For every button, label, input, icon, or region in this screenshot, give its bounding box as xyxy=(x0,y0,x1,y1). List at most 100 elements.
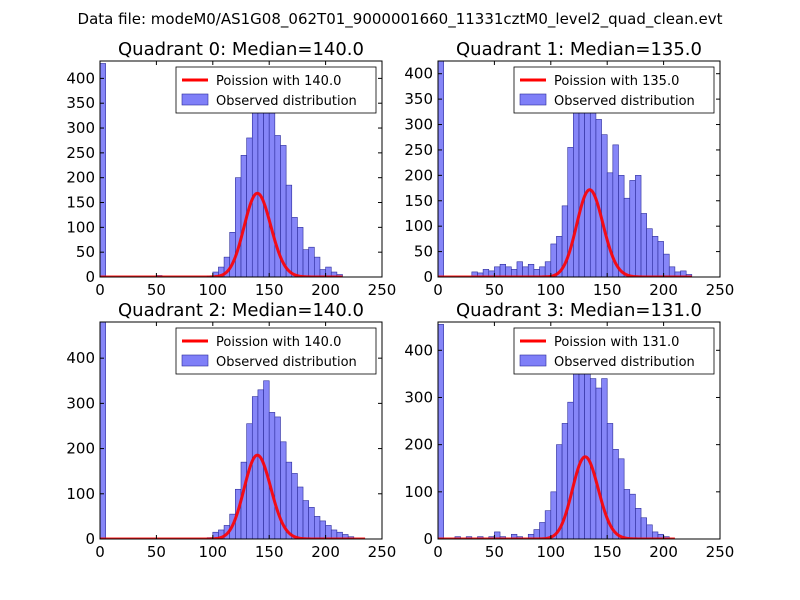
histogram-bar xyxy=(539,522,546,539)
histogram-bar xyxy=(522,266,529,277)
y-tick-label: 50 xyxy=(414,243,433,261)
histogram-bar xyxy=(668,266,676,277)
histogram-bar xyxy=(314,516,321,539)
y-tick-label: 200 xyxy=(404,436,433,454)
histogram-bar xyxy=(308,507,315,539)
histogram-bar xyxy=(314,256,321,277)
y-tick-label: 400 xyxy=(66,69,95,87)
y-axis: 0 100 200 300 400 xyxy=(404,341,720,548)
legend-label-poisson: Poission with 140.0 xyxy=(216,335,341,350)
y-axis: 0 50 100 150 200 250 300 350 400 xyxy=(404,65,720,286)
y-tick-label: 250 xyxy=(404,141,433,159)
x-axis: 0 50 100 150 200 250 xyxy=(95,322,396,561)
x-tick-label: 50 xyxy=(147,281,166,299)
histogram-bar xyxy=(578,368,585,539)
y-tick-label: 50 xyxy=(76,243,95,261)
y-tick-label: 300 xyxy=(404,116,433,134)
histogram-bar xyxy=(319,520,326,539)
legend-box xyxy=(513,66,715,114)
histogram-bar xyxy=(263,380,270,539)
histogram-bar xyxy=(499,263,506,277)
x-axis: 0 50 100 150 200 250 xyxy=(433,322,734,561)
subplot-title: Quadrant 3: Median=131.0 xyxy=(456,300,702,321)
histogram-bars xyxy=(438,324,670,539)
y-tick-label: 300 xyxy=(66,394,95,412)
legend-label-poisson: Poission with 135.0 xyxy=(554,74,679,89)
histogram-bar xyxy=(680,270,687,277)
histogram-bar xyxy=(663,253,670,277)
histogram-bar xyxy=(325,525,332,539)
histogram-bar xyxy=(589,378,597,539)
x-tick-label: 100 xyxy=(536,543,565,561)
x-tick-label: 250 xyxy=(368,281,397,299)
x-tick-label: 0 xyxy=(95,543,105,561)
histogram-bar xyxy=(573,111,580,277)
y-tick-label: 0 xyxy=(423,530,433,548)
x-tick-label: 150 xyxy=(593,281,622,299)
x-tick-label: 150 xyxy=(255,543,284,561)
subplot-grid: 0 50 100 150 200 250 0 50 100 150 200 250 300 350 400 Q… xyxy=(66,39,734,561)
legend-box xyxy=(175,327,377,375)
x-tick-label: 0 xyxy=(433,281,443,299)
y-tick-label: 100 xyxy=(404,483,433,501)
histogram-bar xyxy=(618,458,625,539)
x-tick-label: 0 xyxy=(433,543,443,561)
legend-label-observed: Observed distribution xyxy=(216,94,357,109)
legend-box xyxy=(513,327,715,375)
x-tick-label: 200 xyxy=(311,281,340,299)
histogram-bar xyxy=(229,232,236,277)
x-tick-label: 100 xyxy=(198,281,227,299)
histogram-bar xyxy=(438,324,444,539)
legend: Poission with 140.0 Observed distribution xyxy=(175,327,377,375)
y-axis: 0 50 100 150 200 250 300 350 400 xyxy=(66,69,382,286)
histogram-bar xyxy=(235,177,242,277)
histogram-bar xyxy=(297,227,304,277)
histogram-bar xyxy=(567,401,574,539)
y-tick-label: 200 xyxy=(404,166,433,184)
poisson-curve xyxy=(100,453,366,539)
x-tick-label: 100 xyxy=(536,281,565,299)
histogram-bar xyxy=(640,517,647,539)
histogram-bar xyxy=(257,92,264,277)
plot-content xyxy=(438,324,676,539)
y-tick-label: 100 xyxy=(404,217,433,235)
y-tick-label: 400 xyxy=(404,341,433,359)
subplot-title: Quadrant 1: Median=135.0 xyxy=(456,39,702,60)
x-tick-label: 250 xyxy=(706,281,735,299)
histogram-bar xyxy=(308,246,315,277)
histogram-bar xyxy=(657,241,664,277)
y-tick-label: 250 xyxy=(66,144,95,162)
histogram-bar xyxy=(285,184,293,277)
y-tick-label: 350 xyxy=(404,90,433,108)
y-axis: 0 100 200 300 400 xyxy=(66,349,382,548)
histogram-bar xyxy=(291,217,298,277)
y-tick-label: 200 xyxy=(66,169,95,187)
x-tick-label: 100 xyxy=(198,543,227,561)
legend-label-poisson: Poission with 131.0 xyxy=(554,335,679,350)
histogram-bar xyxy=(505,266,512,277)
figure-suptitle: Data file: modeM0/AS1G08_062T01_90000016… xyxy=(78,10,723,29)
histogram-bar xyxy=(612,449,619,539)
legend-label-observed: Observed distribution xyxy=(554,94,695,109)
plot-content xyxy=(100,63,343,277)
histogram-bar xyxy=(640,213,647,277)
subplot-title: Quadrant 2: Median=140.0 xyxy=(118,300,364,321)
legend-bar-swatch xyxy=(519,93,547,106)
histogram-bar xyxy=(623,489,631,539)
legend-box xyxy=(175,66,377,114)
legend-label-observed: Observed distribution xyxy=(216,355,357,370)
subplot-quadrant-3: 0 50 100 150 200 250 0 100 200 300 400 Quadrant 3: … xyxy=(404,300,734,561)
axes-frame xyxy=(99,321,383,540)
histogram-bar xyxy=(652,236,659,277)
histogram-bar xyxy=(494,266,501,277)
x-tick-label: 250 xyxy=(706,543,735,561)
x-axis: 0 50 100 150 200 250 xyxy=(95,61,396,299)
y-tick-label: 350 xyxy=(66,94,95,112)
legend-bar-swatch xyxy=(181,93,209,106)
legend-bar-swatch xyxy=(181,354,209,367)
x-tick-label: 200 xyxy=(649,281,678,299)
axes-frame xyxy=(437,60,721,278)
histogram-bar xyxy=(527,263,535,277)
histogram-bar xyxy=(302,249,309,277)
legend-bar-swatch xyxy=(519,354,547,367)
